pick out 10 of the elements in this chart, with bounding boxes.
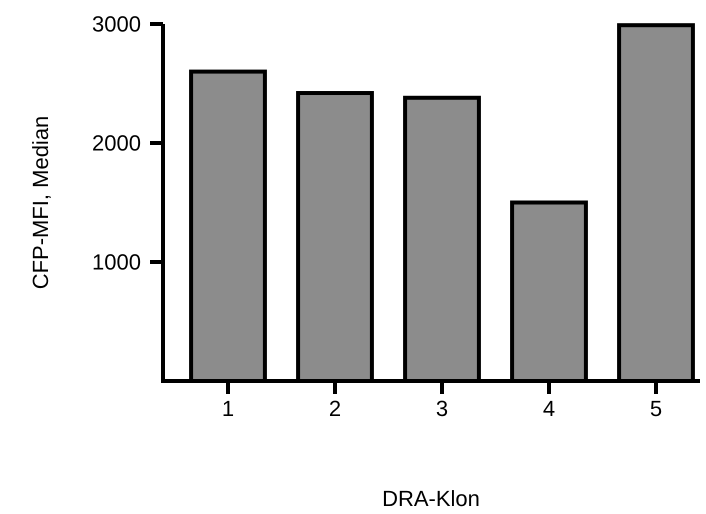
x-tick-label: 3 xyxy=(436,396,448,421)
x-tick-label: 2 xyxy=(328,396,342,421)
x-tick-label: 1 xyxy=(222,396,234,421)
x-tick-label: 5 xyxy=(650,396,662,421)
y-tick-label: 2000 xyxy=(92,130,141,156)
y-tick-label: 1000 xyxy=(92,250,141,275)
x-axis-title: DRA-Klon xyxy=(382,486,480,511)
y-axis-title: CFP-MFI, Median xyxy=(28,116,53,290)
x-tick-label: 4 xyxy=(542,396,556,421)
y-tick-label: 3000 xyxy=(92,12,141,37)
